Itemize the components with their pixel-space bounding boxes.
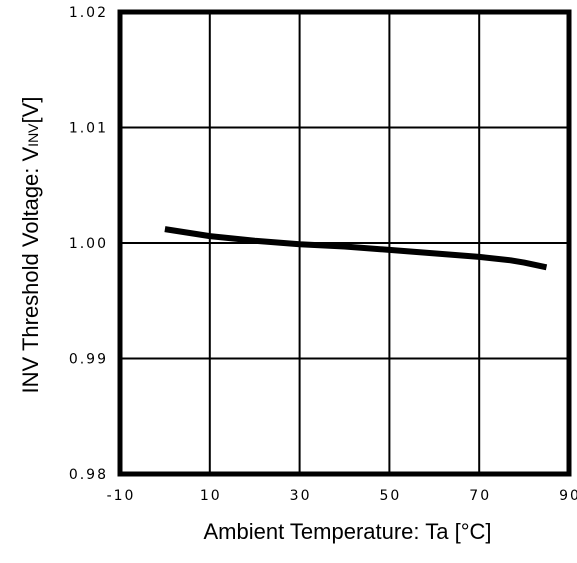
plot-frame bbox=[117, 9, 572, 477]
y-axis-label-prefix: INV Threshold Voltage: V bbox=[18, 146, 43, 393]
x-tick-labels: -10 10 30 50 70 90 bbox=[107, 488, 577, 504]
x-tick-label: -10 bbox=[107, 488, 136, 504]
grid-lines bbox=[120, 12, 569, 474]
y-axis-label: INV Threshold Voltage: VINV[V] bbox=[18, 97, 43, 394]
y-tick-label: 1.01 bbox=[69, 121, 108, 137]
x-tick-label: 90 bbox=[559, 488, 577, 504]
y-tick-label: 0.99 bbox=[69, 352, 108, 368]
y-tick-labels: 1.02 1.01 1.00 0.99 0.98 bbox=[69, 5, 108, 483]
x-tick-label: 10 bbox=[200, 488, 222, 504]
y-axis-label-subscript: INV bbox=[25, 123, 41, 147]
y-tick-label: 1.00 bbox=[69, 236, 108, 252]
x-axis-label: Ambient Temperature: Ta [°C] bbox=[203, 519, 491, 544]
y-tick-label: 1.02 bbox=[69, 5, 108, 21]
series-line bbox=[164, 226, 548, 271]
y-axis-label-suffix: [V] bbox=[18, 97, 43, 124]
x-tick-label: 30 bbox=[290, 488, 312, 504]
y-tick-label: 0.98 bbox=[69, 467, 108, 483]
x-tick-label: 50 bbox=[379, 488, 401, 504]
x-tick-label: 70 bbox=[469, 488, 491, 504]
